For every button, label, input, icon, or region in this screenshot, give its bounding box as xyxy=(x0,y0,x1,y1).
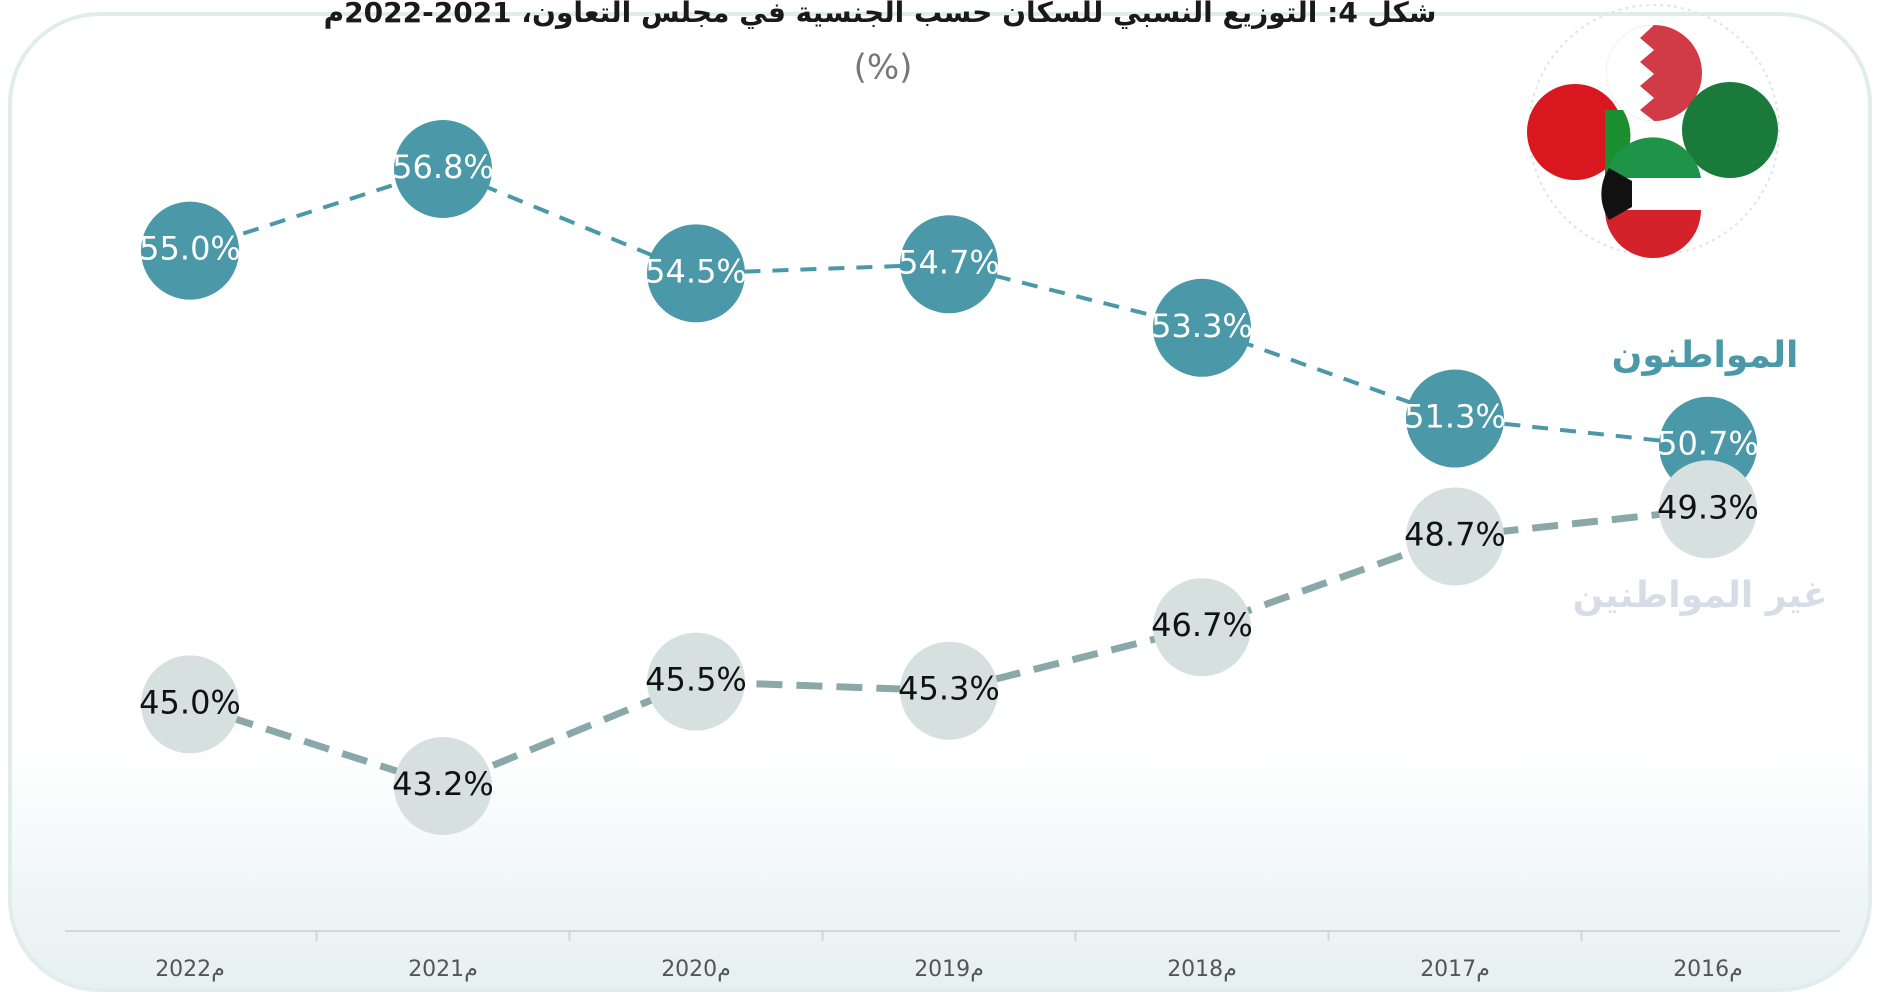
data-label: 51.3% xyxy=(1404,398,1506,436)
x-tick-label: 2020م xyxy=(661,957,731,982)
data-label: 55.0% xyxy=(139,230,241,268)
data-point xyxy=(900,215,998,314)
data-label: 46.7% xyxy=(1151,606,1253,644)
data-label: 45.3% xyxy=(898,670,1000,708)
data-point xyxy=(1406,487,1504,586)
data-point xyxy=(141,201,239,300)
data-label: 56.8% xyxy=(392,148,494,186)
data-label: 48.7% xyxy=(1404,515,1506,553)
data-point xyxy=(141,655,239,754)
data-point xyxy=(1153,278,1251,377)
data-label: 50.7% xyxy=(1657,425,1759,463)
legend-label: غير المواطنين xyxy=(1573,575,1828,616)
data-point xyxy=(900,641,998,740)
x-tick-label: 2019م xyxy=(914,957,984,982)
x-tick-label: 2017م xyxy=(1420,957,1490,982)
x-tick-label: 2016م xyxy=(1673,957,1743,982)
data-label: 53.3% xyxy=(1151,307,1253,345)
data-point xyxy=(1659,460,1757,559)
data-point xyxy=(394,737,492,835)
data-label: 43.2% xyxy=(392,765,494,803)
x-tick-label: 2022م xyxy=(155,957,225,982)
data-label: 45.5% xyxy=(645,661,747,699)
x-tick-label: 2021م xyxy=(408,957,478,982)
chart-title: شكل 4: التوزيع النسبي للسكان حسب الجنسية… xyxy=(324,0,1437,29)
legend-label: المواطنون xyxy=(1612,335,1799,376)
data-point xyxy=(394,120,492,218)
data-label: 54.5% xyxy=(645,252,747,290)
card xyxy=(8,12,1872,992)
chart-subtitle: (%) xyxy=(854,48,913,88)
x-tick-label: 2018م xyxy=(1167,957,1237,982)
data-point xyxy=(647,632,745,731)
data-label: 54.7% xyxy=(898,243,1000,281)
flags xyxy=(1527,4,1780,258)
data-point xyxy=(1406,369,1504,468)
data-point xyxy=(1153,578,1251,677)
data-label: 49.3% xyxy=(1657,488,1759,526)
data-label: 45.0% xyxy=(139,683,241,721)
data-point xyxy=(647,224,745,323)
